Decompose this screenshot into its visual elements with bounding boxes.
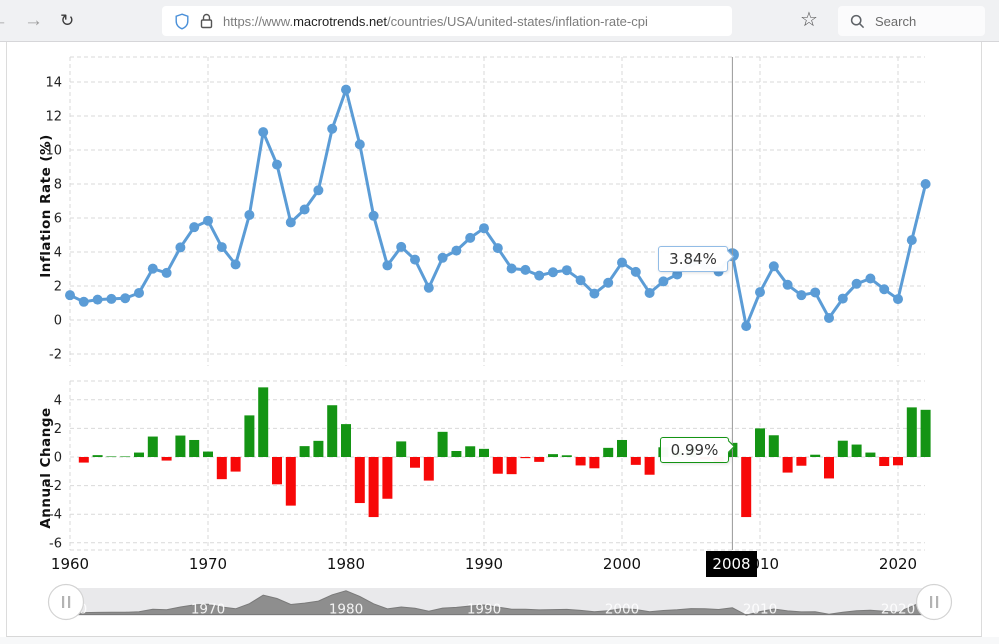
bookmark-star-icon[interactable]: ☆ <box>800 9 818 31</box>
annual-change-bars <box>78 387 931 518</box>
svg-text:1970: 1970 <box>191 602 225 618</box>
svg-text:12: 12 <box>45 110 62 125</box>
inflation-rate-tooltip-value: 3.84% <box>669 250 717 268</box>
svg-text:14: 14 <box>45 76 62 91</box>
svg-text:0: 0 <box>54 451 62 466</box>
svg-text:6: 6 <box>54 212 62 227</box>
lock-icon[interactable] <box>200 13 213 29</box>
svg-text:10: 10 <box>45 144 62 159</box>
svg-text:8: 8 <box>54 178 62 193</box>
x-axis-years: 1960 1970 1980 1990 2000 2010 2020 <box>51 555 917 573</box>
svg-text:-2: -2 <box>49 348 62 363</box>
navigator-area <box>57 590 943 616</box>
search-input[interactable] <box>873 12 977 30</box>
window-bottom-edge <box>0 637 999 644</box>
svg-text:1970: 1970 <box>189 555 227 573</box>
url-bar[interactable]: https://www.macrotrends.net/countries/US… <box>162 6 732 36</box>
svg-text:-6: -6 <box>49 536 62 551</box>
annual-change-tooltip-value: 0.99% <box>670 441 719 459</box>
inflation-rate-tooltip: 3.84% <box>658 246 734 272</box>
search-icon <box>850 14 865 29</box>
svg-text:1990: 1990 <box>465 555 503 573</box>
browser-toolbar: ← → ↻ https://www.macrotrends.net/countr… <box>0 0 999 42</box>
svg-text:2000: 2000 <box>603 555 641 573</box>
svg-text:2020: 2020 <box>879 555 917 573</box>
grid-top-chart <box>69 56 925 366</box>
svg-text:1960: 1960 <box>51 555 89 573</box>
svg-text:-4: -4 <box>49 508 62 523</box>
navigator-handle-left[interactable] <box>47 583 85 621</box>
url-path: /countries/USA/united-states/inflation-r… <box>387 13 648 29</box>
svg-text:Inflation Rate (%): Inflation Rate (%) <box>38 134 54 278</box>
forward-icon[interactable]: → <box>24 10 43 31</box>
reload-icon[interactable]: ↻ <box>60 11 75 30</box>
back-icon[interactable]: ← <box>0 0 8 42</box>
svg-text:1990: 1990 <box>467 602 501 618</box>
svg-text:2010: 2010 <box>743 602 777 618</box>
crosshair-year-label: 2008 <box>706 551 757 577</box>
url-domain: macrotrends.net <box>293 13 388 29</box>
svg-text:-2: -2 <box>49 479 62 494</box>
svg-text:4: 4 <box>54 246 62 261</box>
svg-text:1980: 1980 <box>329 602 363 618</box>
svg-text:Annual Change: Annual Change <box>38 407 54 528</box>
inflation-rate-line <box>65 84 931 332</box>
svg-text:2: 2 <box>54 422 62 437</box>
svg-text:2000: 2000 <box>605 602 639 618</box>
svg-text:2: 2 <box>54 280 62 295</box>
svg-text:2020: 2020 <box>881 602 915 618</box>
navigator-handle-right[interactable] <box>915 583 953 621</box>
shield-icon[interactable] <box>174 12 190 30</box>
search-box[interactable] <box>838 6 985 36</box>
y-axis-top: -2 0 2 4 6 8 10 12 14 Inflation Rate (%) <box>38 76 62 363</box>
url-text[interactable]: https://www.macrotrends.net/countries/US… <box>223 14 648 29</box>
svg-text:0: 0 <box>54 314 62 329</box>
url-scheme: https://www. <box>223 13 294 29</box>
svg-text:4: 4 <box>54 393 62 408</box>
annual-change-tooltip: 0.99% <box>660 437 735 463</box>
svg-text:1980: 1980 <box>327 555 365 573</box>
